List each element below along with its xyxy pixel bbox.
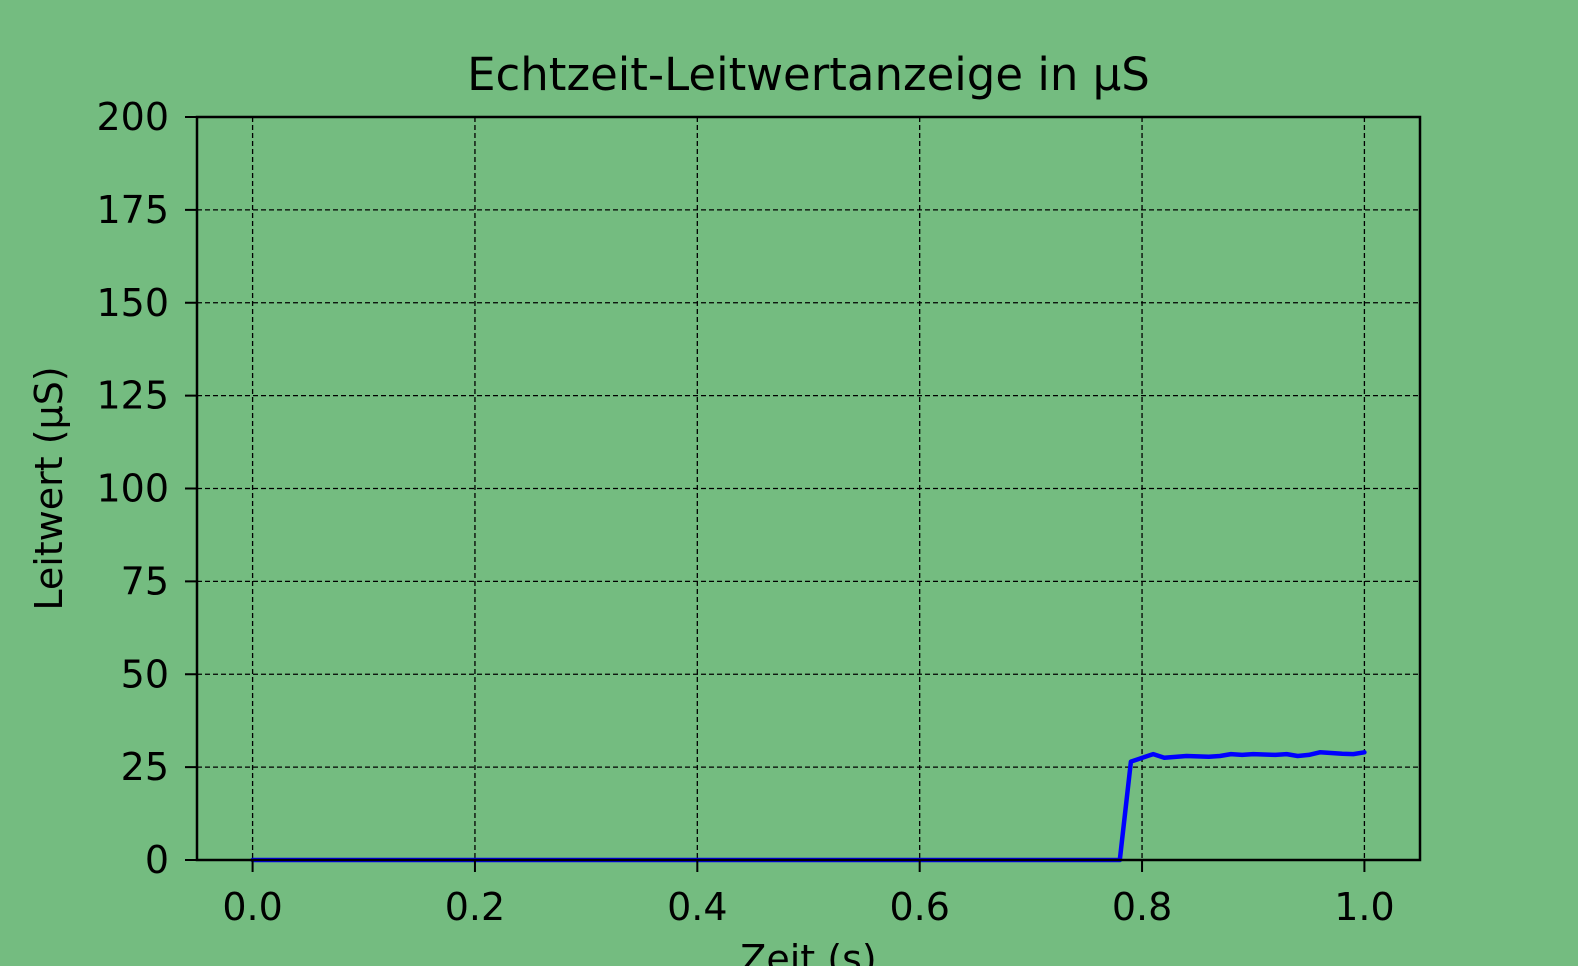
y-tick-label: 50 [121,652,169,696]
y-axis-label: Leitwert (µS) [27,366,71,610]
x-axis-label: Zeit (s) [740,937,876,966]
y-tick-label: 0 [145,838,169,882]
y-tick-label: 25 [121,745,169,789]
y-tick-label: 150 [96,281,169,325]
x-tick-label: 1.0 [1334,885,1394,929]
y-tick-label: 175 [96,188,169,232]
chart-title: Echtzeit-Leitwertanzeige in µS [467,48,1150,101]
x-tick-label: 0.4 [667,885,727,929]
x-tick-label: 0.2 [445,885,505,929]
y-tick-label: 100 [96,467,169,511]
grid-layer [197,116,1420,861]
y-tick-label: 125 [96,374,169,418]
x-tick-label: 0.0 [222,885,282,929]
x-tick-label: 0.8 [1112,885,1172,929]
x-tick-label: 0.6 [889,885,949,929]
y-tick-label: 75 [121,559,169,603]
y-tick-label: 200 [96,95,169,139]
ticks-layer: 0.0 0.2 0.4 0.6 0.8 1.0 0 25 50 75 100 125 150 175 200 [96,95,1394,929]
